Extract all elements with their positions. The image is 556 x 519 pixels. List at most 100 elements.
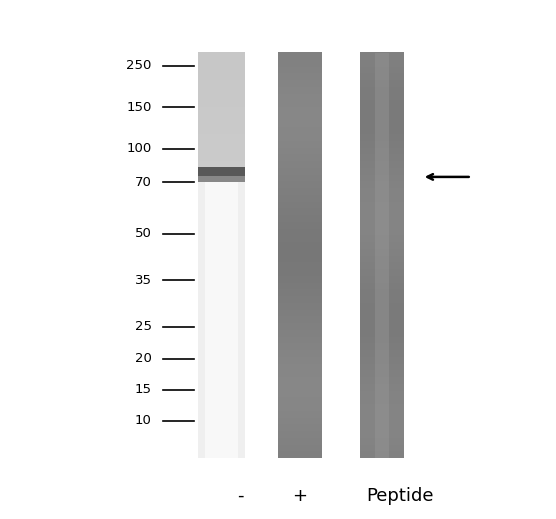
Bar [198,140,245,147]
Bar [198,357,245,364]
Bar [278,451,322,458]
Bar [360,140,404,147]
Bar [278,343,322,350]
Bar [360,133,404,141]
Bar [278,100,322,107]
Bar [198,377,245,384]
Bar [360,79,404,87]
Bar [278,140,322,147]
Bar [360,262,404,269]
Bar [360,228,404,236]
Bar [198,79,245,87]
Bar [360,336,404,344]
Bar [198,73,245,80]
Bar [360,363,404,371]
Text: 10: 10 [135,414,152,427]
Bar [278,363,322,371]
Bar [360,106,404,114]
Bar [198,309,245,317]
Bar [278,167,322,174]
Bar [198,269,245,276]
Bar [198,53,245,458]
Bar [278,404,322,411]
Bar [198,214,245,222]
Bar [198,194,245,201]
Bar [278,296,322,303]
Bar [360,214,404,222]
Bar [278,201,322,208]
Bar [198,174,245,181]
Bar [198,262,245,269]
Bar [198,147,245,154]
Bar [198,93,245,100]
Bar [278,208,322,215]
Bar [360,59,404,66]
Bar [198,444,245,452]
Text: 150: 150 [127,101,152,114]
Bar [198,59,245,66]
Bar [278,214,322,222]
Bar [278,316,322,323]
Bar [360,147,404,154]
Bar [198,336,245,344]
Bar [278,424,322,431]
Bar [198,424,245,431]
Bar [198,242,245,249]
Bar [198,282,245,290]
Bar [360,289,404,296]
Bar [360,296,404,303]
Bar [360,93,404,100]
Bar [360,181,404,188]
Bar [278,228,322,236]
Bar [198,120,245,127]
Bar [360,303,404,310]
Bar [278,303,322,310]
Bar [198,350,245,357]
Bar [278,235,322,242]
Text: +: + [292,487,307,505]
Bar [198,330,245,337]
Bar [278,384,322,391]
Bar [360,444,404,452]
Bar [198,323,245,330]
Bar [278,390,322,398]
Bar [278,73,322,80]
Bar [278,187,322,195]
Bar [198,66,245,73]
Bar [360,390,404,398]
Bar [205,182,238,458]
Bar [278,242,322,249]
Bar [198,86,245,93]
Bar [278,66,322,73]
Bar [360,120,404,127]
Bar [198,370,245,377]
Bar [278,377,322,384]
Bar [360,411,404,418]
Bar [360,52,404,60]
Bar [198,417,245,425]
Bar [360,113,404,120]
Bar [198,384,245,391]
Bar [278,431,322,438]
Bar [198,404,245,411]
Text: 35: 35 [135,274,152,286]
Bar [198,133,245,141]
Bar [278,194,322,201]
Bar [278,113,322,120]
Bar [278,438,322,445]
Bar [360,438,404,445]
Bar [198,235,245,242]
Bar [278,370,322,377]
Bar [278,147,322,154]
Bar [360,194,404,201]
Bar [278,93,322,100]
Bar [198,187,245,195]
Bar [360,370,404,377]
Bar [278,86,322,93]
Bar [360,431,404,438]
Bar [360,127,404,134]
Text: 25: 25 [135,320,152,333]
Bar [360,167,404,174]
Bar [360,309,404,317]
Bar [360,73,404,80]
